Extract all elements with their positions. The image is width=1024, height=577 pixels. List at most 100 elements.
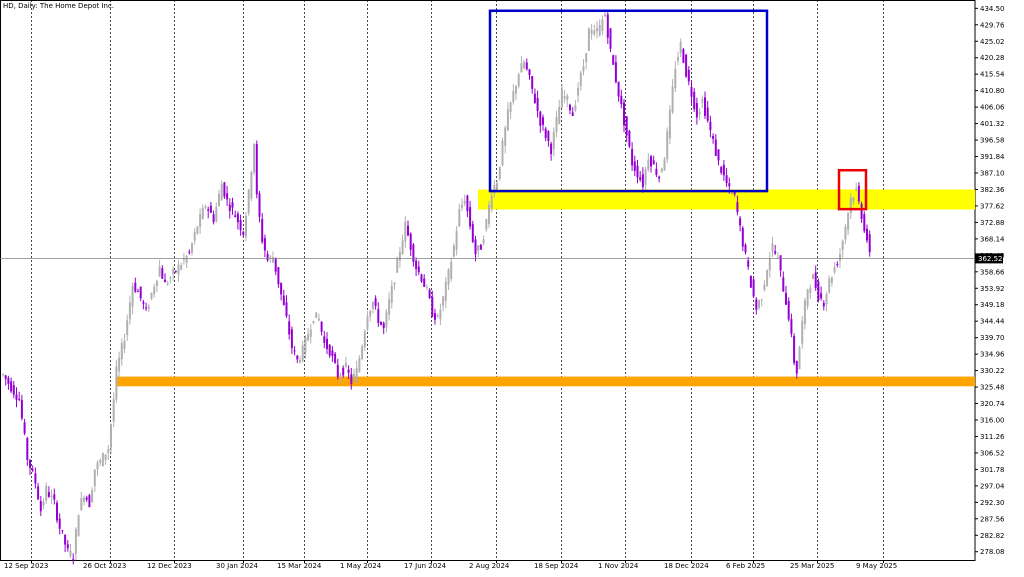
x-tick-label: 6 Feb 2025 bbox=[726, 562, 765, 570]
candle-bear bbox=[720, 166, 723, 173]
candle-bear bbox=[242, 231, 245, 236]
candle-bull bbox=[166, 283, 169, 285]
candle-bear bbox=[706, 107, 709, 121]
candle-bull bbox=[488, 205, 490, 225]
candle-bear bbox=[226, 193, 229, 200]
y-tick-label: 410.80 bbox=[980, 87, 1005, 95]
x-tick-label: 30 Jan 2024 bbox=[216, 562, 259, 570]
y-tick-label: 306.52 bbox=[980, 449, 1005, 457]
y-tick-label: 353.92 bbox=[980, 285, 1005, 293]
candle-bull bbox=[96, 462, 99, 470]
candle-bear bbox=[717, 149, 720, 161]
x-tick-label: 25 Mar 2025 bbox=[790, 562, 834, 570]
candle-bull bbox=[577, 87, 580, 96]
candle-bull bbox=[177, 264, 180, 275]
candle-bear bbox=[709, 121, 712, 131]
candle-bear bbox=[288, 321, 291, 335]
candle-bull bbox=[355, 368, 358, 382]
y-tick-label: 339.70 bbox=[980, 334, 1005, 342]
candle-bull bbox=[579, 72, 582, 87]
candle-bull bbox=[115, 366, 118, 400]
candle-bull bbox=[509, 102, 512, 113]
candle-bull bbox=[77, 515, 80, 537]
candle-bear bbox=[350, 374, 353, 384]
candle-bull bbox=[169, 277, 172, 279]
candle-bear bbox=[539, 111, 542, 126]
candle-bull bbox=[490, 195, 493, 209]
candle-bear bbox=[374, 298, 377, 306]
candle-bull bbox=[128, 302, 131, 320]
candle-bear bbox=[31, 469, 34, 471]
candle-bull bbox=[182, 258, 185, 260]
candle-bear bbox=[755, 299, 758, 310]
candle-bear bbox=[479, 244, 482, 250]
candle-bull bbox=[2, 374, 4, 376]
candle-bear bbox=[690, 86, 693, 97]
candle-bear bbox=[174, 270, 177, 272]
candle-bear bbox=[18, 399, 21, 401]
candle-bull bbox=[91, 490, 94, 503]
candle-bull bbox=[312, 320, 315, 323]
y-tick-label: 429.76 bbox=[980, 21, 1005, 29]
candle-bear bbox=[722, 164, 725, 176]
candle-bear bbox=[636, 165, 639, 178]
candle-bear bbox=[47, 491, 50, 497]
y-tick-label: 358.66 bbox=[980, 268, 1005, 276]
candle-bull bbox=[477, 245, 480, 251]
candle-bear bbox=[328, 344, 331, 356]
candle-bear bbox=[266, 253, 269, 261]
candle-bear bbox=[785, 292, 787, 305]
candle-bear bbox=[531, 76, 534, 89]
candle-bull bbox=[604, 13, 607, 17]
x-tick-label: 9 May 2025 bbox=[856, 562, 897, 570]
candle-bear bbox=[58, 518, 61, 529]
candle-bull bbox=[671, 86, 674, 113]
candle-bull bbox=[847, 213, 850, 230]
candle-bear bbox=[817, 281, 820, 301]
candle-bear bbox=[347, 369, 350, 373]
candle-bear bbox=[258, 193, 261, 217]
candle-bull bbox=[560, 88, 563, 108]
candle-bear bbox=[857, 185, 860, 202]
candle-bull bbox=[299, 360, 301, 363]
candle-bull bbox=[766, 270, 769, 286]
candle-bear bbox=[88, 495, 91, 508]
candle-bear bbox=[10, 381, 13, 392]
candle-bull bbox=[123, 341, 126, 349]
y-tick-label: 434.50 bbox=[980, 5, 1005, 13]
candle-bull bbox=[590, 29, 593, 35]
candle-bull bbox=[825, 293, 828, 305]
candle-bear bbox=[15, 394, 18, 400]
candle-bear bbox=[407, 225, 409, 236]
candle-bear bbox=[274, 257, 277, 272]
candle-bull bbox=[304, 337, 307, 354]
candle-bear bbox=[474, 239, 477, 255]
candle-bull bbox=[566, 95, 569, 101]
candle-bull bbox=[758, 300, 760, 308]
candle-bear bbox=[795, 361, 798, 374]
candle-bull bbox=[512, 91, 515, 102]
candle-bull bbox=[806, 289, 809, 307]
candle-bear bbox=[641, 174, 644, 187]
candle-bull bbox=[552, 131, 555, 150]
candle-bull bbox=[247, 189, 250, 214]
candle-bull bbox=[120, 343, 123, 360]
y-tick-label: 301.78 bbox=[980, 466, 1005, 474]
current-price-tag bbox=[975, 253, 1003, 264]
title-separator-2: : bbox=[35, 2, 40, 10]
y-tick-label: 325.48 bbox=[980, 384, 1005, 392]
candle-bull bbox=[204, 206, 207, 208]
candle-bear bbox=[142, 301, 145, 304]
candle-bear bbox=[255, 144, 258, 195]
candle-bull bbox=[771, 243, 774, 252]
candle-bull bbox=[253, 143, 256, 173]
candle-bear bbox=[790, 319, 793, 334]
support-zone-orange bbox=[117, 376, 975, 387]
candle-bear bbox=[469, 207, 472, 227]
resistance-zone-yellow bbox=[478, 189, 975, 210]
candle-bear bbox=[779, 255, 782, 271]
candle-bear bbox=[625, 116, 628, 136]
y-tick-label: 311.26 bbox=[980, 433, 1005, 441]
candle-bear bbox=[320, 321, 323, 332]
